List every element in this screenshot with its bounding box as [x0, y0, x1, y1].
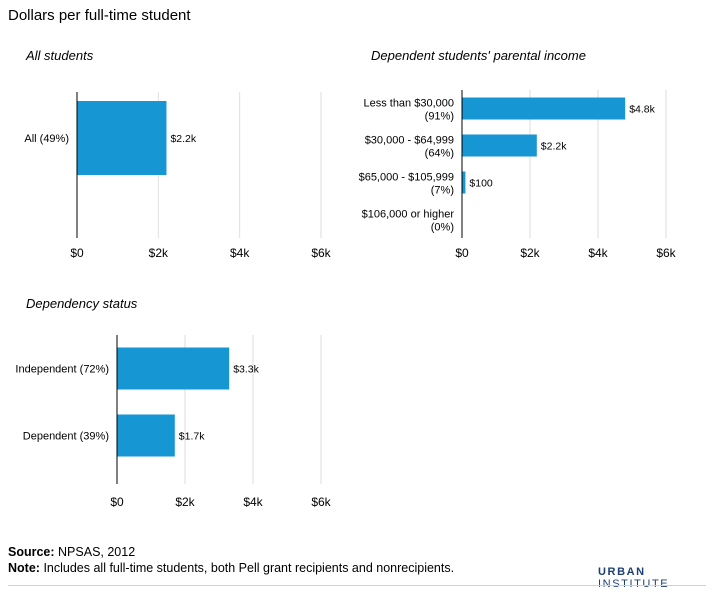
- source-text: NPSAS, 2012: [58, 545, 136, 559]
- category-label-share: (0%): [431, 222, 454, 234]
- data-label: $3.3k: [233, 364, 259, 376]
- panel-title-all-students: All students: [26, 48, 94, 63]
- note-label: Note:: [8, 561, 40, 575]
- x-tick-label: $6k: [311, 495, 331, 509]
- chart-title: Dollars per full-time student: [8, 7, 191, 24]
- data-label: $1.7k: [179, 431, 205, 443]
- data-label: $4.8k: [629, 104, 655, 116]
- x-tick-label: $4k: [243, 495, 263, 509]
- category-label: Dependent (39%): [23, 431, 109, 443]
- data-label: $2.2k: [541, 141, 567, 153]
- note-text: Includes all full-time students, both Pe…: [43, 561, 455, 575]
- x-tick-label: $2k: [149, 246, 169, 260]
- urban-institute-logo: URBAN INSTITUTE: [598, 566, 714, 590]
- category-label-share: (91%): [425, 111, 454, 123]
- category-label: Less than $30,000: [363, 98, 454, 110]
- bar: [77, 101, 167, 175]
- bar: [462, 97, 626, 120]
- x-tick-label: $0: [455, 246, 469, 260]
- category-label: $65,000 - $105,999: [359, 172, 454, 184]
- bar: [117, 414, 175, 457]
- bar: [117, 347, 230, 390]
- category-label-share: (64%): [425, 148, 454, 160]
- category-label: Independent (72%): [15, 364, 109, 376]
- category-label-share: (7%): [431, 185, 454, 197]
- data-label: $2.2k: [170, 133, 196, 145]
- bar: [462, 134, 537, 157]
- x-tick-label: $0: [70, 246, 84, 260]
- x-tick-label: $2k: [520, 246, 540, 260]
- panel-title-parental-income: Dependent students' parental income: [371, 48, 586, 63]
- logo-word-institute: INSTITUTE: [598, 578, 670, 590]
- data-label: $100: [469, 178, 493, 190]
- source-label: Source:: [8, 545, 55, 559]
- category-label: All (49%): [24, 133, 69, 145]
- x-tick-label: $4k: [230, 246, 250, 260]
- panel-title-dependency-status: Dependency status: [26, 296, 138, 311]
- logo-word-urban: URBAN: [598, 566, 646, 578]
- x-tick-label: $0: [110, 495, 124, 509]
- x-tick-label: $6k: [656, 246, 676, 260]
- x-tick-label: $4k: [588, 246, 608, 260]
- x-tick-label: $2k: [175, 495, 195, 509]
- bar: [462, 171, 466, 194]
- x-tick-label: $6k: [311, 246, 331, 260]
- footer-notes: Source: NPSAS, 2012 Note: Includes all f…: [8, 544, 454, 576]
- category-label: $30,000 - $64,999: [365, 135, 454, 147]
- footer-divider: [8, 585, 706, 586]
- category-label: $106,000 or higher: [362, 209, 455, 221]
